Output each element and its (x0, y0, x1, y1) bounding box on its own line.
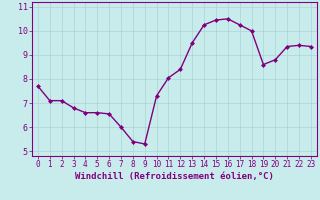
X-axis label: Windchill (Refroidissement éolien,°C): Windchill (Refroidissement éolien,°C) (75, 172, 274, 181)
